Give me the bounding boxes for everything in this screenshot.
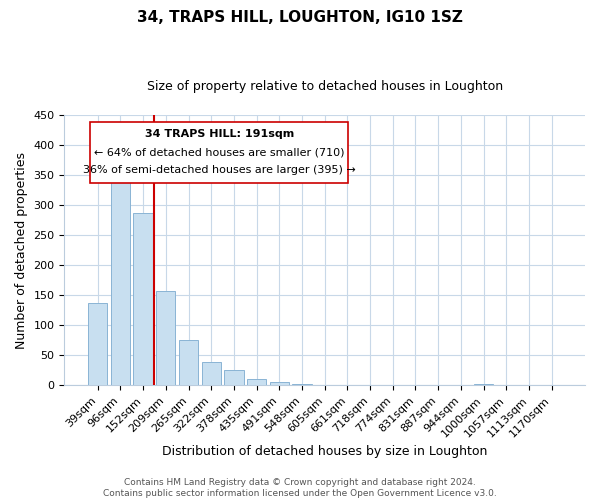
- Bar: [315, 385, 334, 386]
- Bar: [224, 370, 244, 386]
- Bar: [111, 160, 130, 386]
- Text: 34 TRAPS HILL: 191sqm: 34 TRAPS HILL: 191sqm: [145, 129, 294, 139]
- Y-axis label: Number of detached properties: Number of detached properties: [15, 152, 28, 348]
- Bar: [542, 385, 562, 386]
- Bar: [292, 384, 311, 386]
- Bar: [269, 382, 289, 386]
- Text: ← 64% of detached houses are smaller (710): ← 64% of detached houses are smaller (71…: [94, 147, 344, 157]
- Bar: [179, 340, 198, 386]
- Bar: [88, 302, 107, 386]
- Bar: [247, 380, 266, 386]
- X-axis label: Distribution of detached houses by size in Loughton: Distribution of detached houses by size …: [162, 444, 487, 458]
- FancyBboxPatch shape: [91, 122, 348, 182]
- Bar: [474, 384, 493, 386]
- Text: 34, TRAPS HILL, LOUGHTON, IG10 1SZ: 34, TRAPS HILL, LOUGHTON, IG10 1SZ: [137, 10, 463, 25]
- Bar: [156, 291, 175, 386]
- Title: Size of property relative to detached houses in Loughton: Size of property relative to detached ho…: [146, 80, 503, 93]
- Bar: [520, 385, 539, 386]
- Text: 36% of semi-detached houses are larger (395) →: 36% of semi-detached houses are larger (…: [83, 166, 356, 175]
- Bar: [133, 213, 153, 386]
- Text: Contains HM Land Registry data © Crown copyright and database right 2024.
Contai: Contains HM Land Registry data © Crown c…: [103, 478, 497, 498]
- Bar: [202, 362, 221, 386]
